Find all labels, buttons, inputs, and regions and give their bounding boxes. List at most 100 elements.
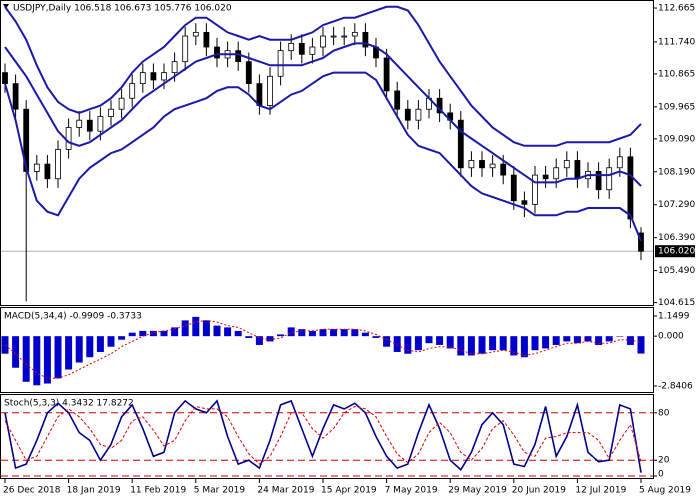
macd-bar [65,336,73,370]
candle-body [457,119,464,169]
candle-body [638,232,644,252]
macd-bar [128,332,136,337]
y-tick-label: 80 [658,408,670,418]
candle-body [76,119,83,128]
macd-bar [319,329,327,337]
x-tick-label: 29 May 2019 [448,486,507,496]
candle-body [235,50,242,63]
candle-body [563,160,570,169]
x-tick-label: 24 Mar 2019 [257,486,314,496]
candle-body [415,108,422,121]
macd-bar [499,336,507,351]
x-tick-label: 5 Aug 2019 [639,486,691,496]
y-tick-label: 112.665 [658,4,695,14]
macd-bar [160,330,168,337]
macd-bar [330,329,338,337]
macd-bar [478,336,486,354]
macd-bar [96,336,104,352]
candle-body [468,160,475,169]
macd-bar [393,336,401,352]
y-tick-label: 104.615 [658,298,695,308]
candle-body [479,160,485,169]
candle-body [139,72,146,85]
macd-bar [383,336,391,347]
macd-bar [340,329,348,337]
candle-body [97,116,104,132]
x-tick-label: 18 Jan 2019 [67,486,121,496]
macd-bar [531,336,539,351]
macd-bar [542,336,550,349]
candle-body [574,160,581,180]
stoch-line [4,399,642,473]
macd-bar [22,336,30,382]
candle-body [108,108,114,117]
macd-bar [510,336,518,356]
candle-body [214,46,220,59]
macd-bar [446,336,454,349]
bollinger-band [4,5,642,147]
macd-bar [287,327,295,337]
macd-bar [192,316,200,337]
y-tick-label: 110.865 [658,69,695,79]
candle-body [553,167,560,180]
y-tick-label: 0 [658,470,664,480]
macd-bar [637,336,645,354]
candle-body [510,174,517,202]
candle-body [203,31,210,48]
macd-bar [425,336,433,344]
macd-bar [255,336,263,345]
candle-body [171,61,178,74]
macd-bar [43,336,51,384]
macd-bar [213,325,221,337]
macd-bar [202,320,210,337]
macd-bar [563,336,571,342]
candle-body [44,163,51,180]
candle-body [65,127,72,150]
candle-body [404,108,411,121]
candle-body [489,163,496,169]
candle-body [351,31,358,37]
candle-body [86,119,93,132]
macd-bar [584,336,592,342]
candle-body [320,35,326,48]
candle-body [129,83,136,99]
candle-body [2,72,8,85]
macd-bar [404,336,412,354]
macd-bar [139,330,147,337]
candle-body [521,200,528,205]
y-tick-label: 108.190 [658,167,695,177]
candle-body [394,90,401,110]
candle-body [341,35,348,38]
macd-bar [616,336,624,337]
candle-body [150,72,157,81]
candle-body [383,57,390,92]
macd-bar [54,336,62,379]
macd-bar [351,329,359,337]
last-price-box [655,245,695,258]
candle-body [606,167,613,191]
candle-body [161,72,167,81]
macd-bar [266,336,274,342]
y-tick-label: 111.740 [658,37,695,47]
macd-bar [361,332,369,337]
candle-body [118,97,125,110]
macd-bar [33,336,41,386]
macd-bar [224,327,232,337]
x-tick-label: 20 Jun 2019 [512,486,566,496]
candle-body [267,75,273,106]
stoch-title: Stoch(5,3,3) 4.3432 17.8272 [4,399,134,409]
candle-body [12,83,19,110]
candle-body [33,163,40,172]
macd-bar [436,336,444,345]
y-tick-label: 106.390 [658,233,695,243]
macd-bar [605,336,613,342]
macd-bar [86,336,94,358]
candle-body [23,108,30,172]
x-tick-label: 12 Jul 2019 [575,486,626,496]
macd-bar [245,336,253,338]
bollinger-band [4,42,642,187]
macd-bar [552,336,560,345]
macd-bar [467,336,475,356]
